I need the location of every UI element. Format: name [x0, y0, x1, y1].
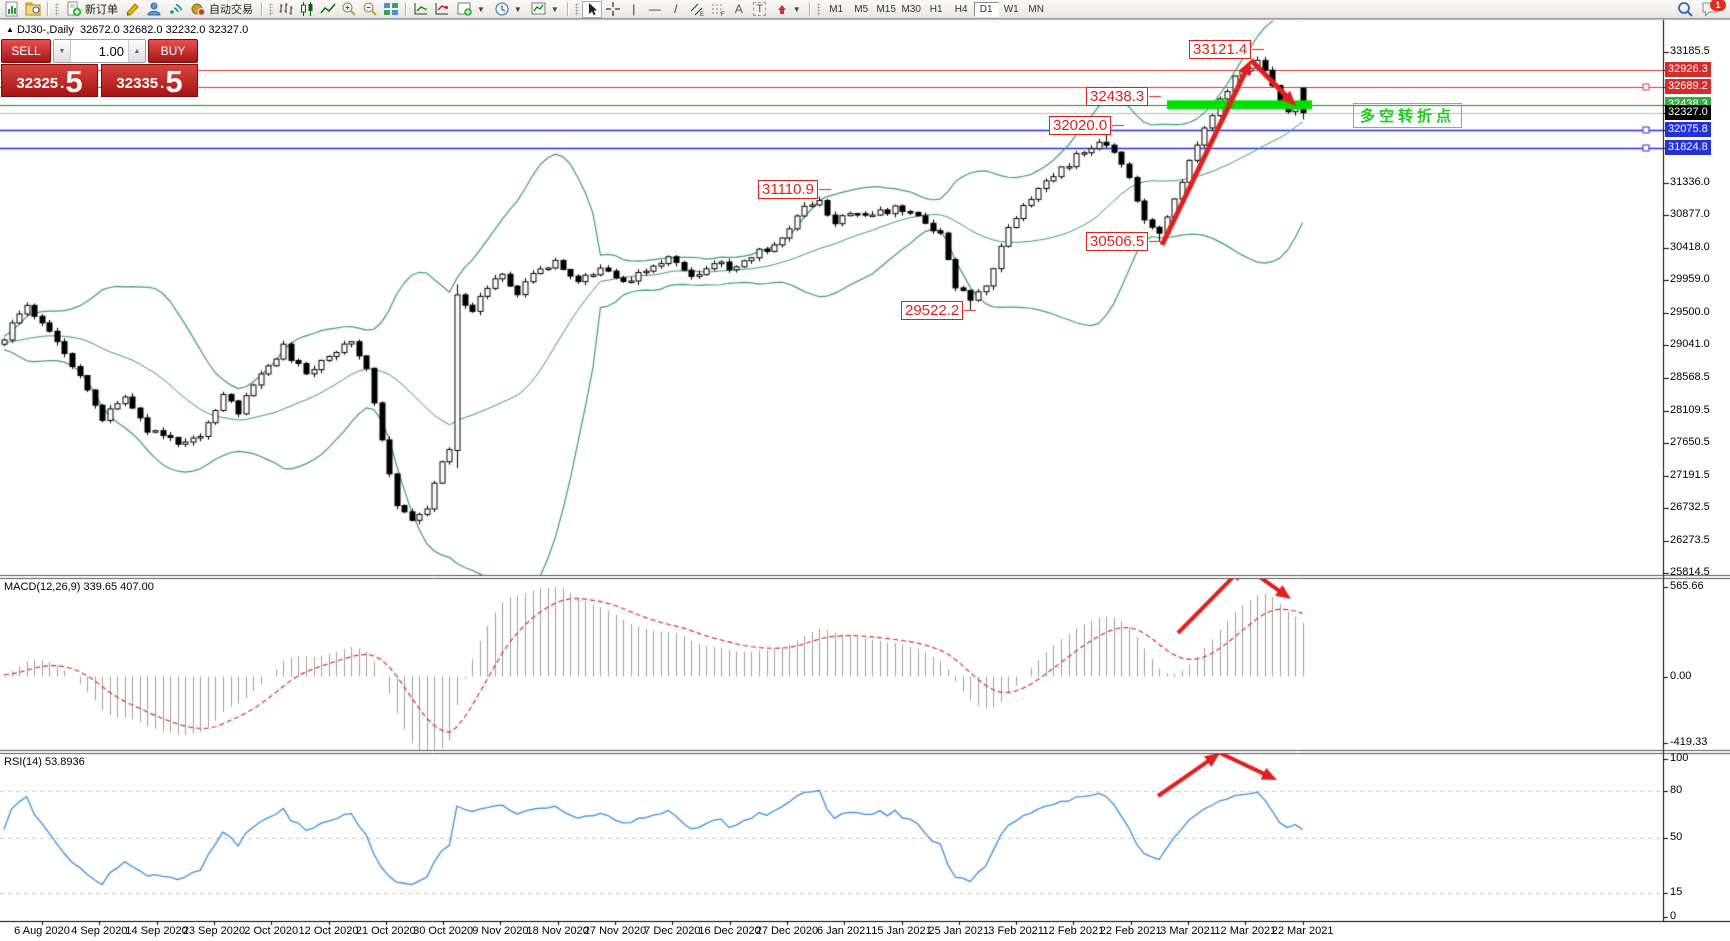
chat-icon[interactable]: 1 — [1702, 0, 1726, 18]
toolbar-grip[interactable] — [55, 2, 59, 16]
crosshair-icon[interactable] — [603, 1, 623, 18]
toolbar-separator — [566, 2, 569, 16]
symbol-period-label: DJ30-,Daily — [16, 24, 74, 36]
toolbar-separator — [405, 2, 407, 16]
zoom-out-icon[interactable] — [360, 1, 380, 18]
profiles-icon[interactable] — [23, 1, 43, 18]
vertical-line-icon[interactable]: | — [632, 2, 636, 16]
timeframe-h1[interactable]: H1 — [929, 3, 943, 15]
templates-button[interactable]: ▼ — [527, 1, 563, 18]
terminal-icon[interactable] — [144, 1, 164, 18]
timeframe-mn[interactable]: MN — [1028, 3, 1044, 15]
ohlc-label: 32672.0 32682.0 32232.0 32327.0 — [79, 24, 249, 36]
search-icon[interactable] — [1676, 1, 1696, 18]
timeframe-m30[interactable]: M30 — [901, 3, 921, 15]
toolbar-separator — [47, 2, 49, 16]
buy-price-display[interactable]: 32335 . 5 — [101, 64, 198, 97]
sell-button[interactable]: SELL — [1, 39, 51, 63]
timeframe-d1[interactable]: D1 — [973, 1, 999, 17]
arrows-tool-button[interactable]: ▼ — [771, 1, 805, 18]
zoom-in-icon[interactable] — [339, 1, 359, 18]
indicators-button[interactable]: ▼ — [453, 1, 489, 18]
horizontal-line-icon[interactable]: — — [648, 2, 661, 16]
signals-icon[interactable] — [165, 1, 185, 18]
toolbar-separator — [261, 2, 263, 16]
bar-chart-icon[interactable] — [276, 1, 296, 18]
svg-text:E: E — [700, 12, 704, 17]
chart-title: ▲ DJ30-,Daily 32672.0 32682.0 32232.0 32… — [6, 24, 248, 36]
toolbar-grip[interactable] — [574, 2, 579, 16]
new-chart-icon[interactable] — [2, 1, 22, 18]
volume-increase-button[interactable]: ▲ — [128, 40, 145, 62]
periods-button[interactable]: ▼ — [490, 1, 526, 18]
candle-chart-icon[interactable] — [297, 1, 317, 18]
toolbar-separator — [808, 2, 811, 16]
timeframe-m1[interactable]: M1 — [829, 3, 844, 15]
sell-price-frac: 5 — [65, 64, 83, 100]
sell-price-display[interactable]: 32325 . 5 — [1, 64, 98, 97]
toolbar-grip[interactable] — [816, 2, 821, 16]
volume-input[interactable] — [71, 40, 128, 62]
new-order-button[interactable]: 新订单 — [62, 1, 122, 18]
buy-price-frac: 5 — [165, 64, 183, 100]
scale-fix-icon[interactable] — [432, 1, 452, 18]
volume-stepper: ▼ ▲ — [53, 39, 146, 63]
turning-point-label[interactable]: 多空转折点 — [1353, 103, 1463, 128]
timeframe-w1[interactable]: W1 — [1003, 3, 1019, 15]
line-chart-icon[interactable] — [318, 1, 338, 18]
new-order-label: 新订单 — [85, 4, 118, 16]
autotrade-button[interactable]: 自动交易 — [186, 1, 257, 18]
timeframe-m15[interactable]: M15 — [876, 3, 896, 15]
fibonacci-icon[interactable]: F — [708, 1, 728, 18]
timeframe-h4[interactable]: H4 — [954, 3, 968, 15]
chevron-down-icon: ▼ — [550, 4, 559, 14]
chevron-down-icon: ▼ — [513, 4, 522, 14]
toolbar: 新订单 自动交易 ▼ ▼ — [0, 0, 1730, 19]
equidistant-channel-icon[interactable]: E — [687, 1, 707, 18]
buy-price-main: 32335 — [116, 75, 159, 92]
timeframe-group: M1 M5 M15 M30 H1 H4 D1 W1 MN — [824, 1, 1049, 17]
svg-text:F: F — [721, 12, 725, 17]
buy-button[interactable]: BUY — [148, 39, 198, 63]
toolbar-grip[interactable] — [269, 2, 273, 16]
text-icon[interactable]: A — [734, 2, 743, 16]
cursor-icon[interactable] — [581, 0, 602, 18]
metaeditor-icon[interactable] — [123, 1, 143, 18]
one-click-trade-panel: SELL ▼ ▲ BUY 32325 . 5 32335 . 5 — [1, 39, 198, 97]
timeframe-m5[interactable]: M5 — [854, 3, 869, 15]
autotrade-label: 自动交易 — [209, 4, 253, 16]
sell-price-dot: . — [60, 75, 65, 92]
text-label-icon[interactable]: T — [750, 1, 770, 18]
chevron-down-icon: ▼ — [792, 4, 801, 14]
sell-price-main: 32325 — [16, 75, 59, 92]
chevron-down-icon: ▼ — [477, 4, 485, 14]
tile-windows-icon[interactable] — [381, 1, 401, 18]
notification-badge: 1 — [1710, 0, 1726, 11]
buy-price-dot: . — [160, 75, 165, 92]
collapse-triangle-icon[interactable]: ▲ — [6, 25, 14, 34]
volume-decrease-button[interactable]: ▼ — [54, 40, 71, 62]
trendline-icon[interactable]: / — [674, 2, 678, 16]
auto-arrange-icon[interactable] — [411, 1, 431, 18]
